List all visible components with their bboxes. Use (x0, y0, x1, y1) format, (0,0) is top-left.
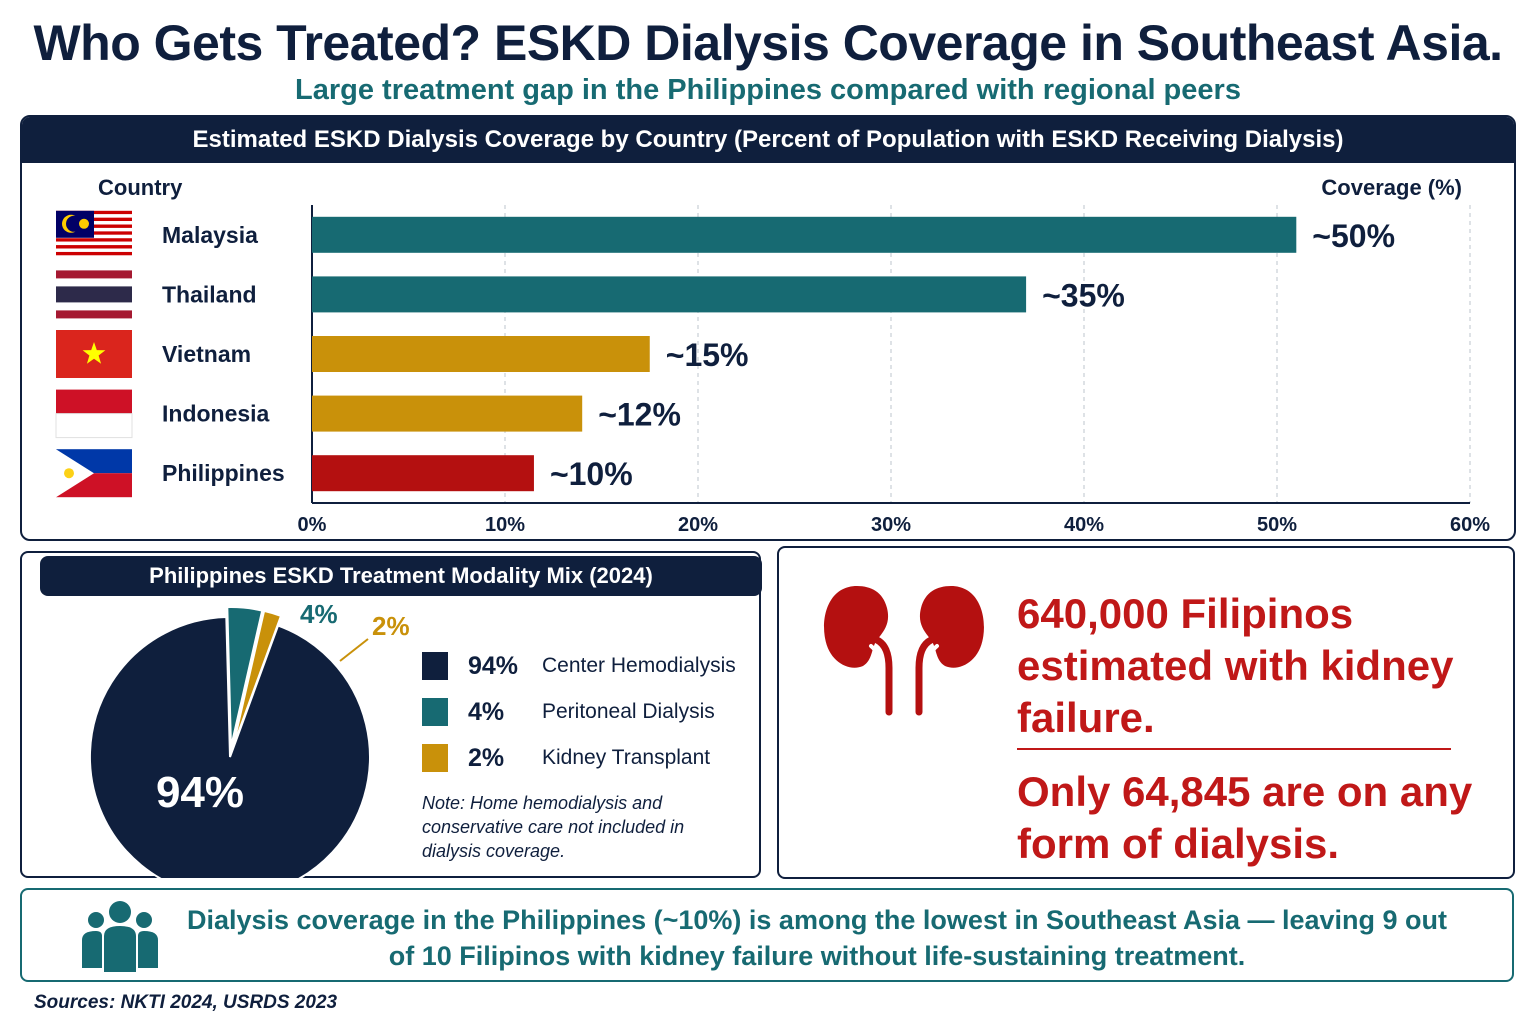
flag-stripe (56, 286, 132, 303)
pie-slice-label: 94% (156, 768, 244, 817)
legend-swatch (422, 744, 448, 772)
x-tick-label: 60% (1450, 514, 1490, 536)
bar (312, 455, 534, 492)
page-title: Who Gets Treated? ESKD Dialysis Coverage… (33, 15, 1503, 71)
flag-stripe (56, 245, 132, 249)
country-label: Philippines (162, 460, 285, 486)
bar (312, 395, 583, 432)
page-subtitle: Large treatment gap in the Philippines c… (295, 74, 1241, 106)
flag-sun (64, 468, 74, 479)
flag-stripe (56, 241, 132, 246)
flag-star (82, 342, 106, 364)
legend-swatch (422, 698, 448, 726)
pie-slice (226, 606, 264, 748)
x-tick-label: 20% (678, 514, 718, 536)
pie-legend: 94% Center Hemodialysis 4% Peritoneal Di… (422, 643, 736, 781)
country-label: Indonesia (162, 401, 270, 427)
bar-value-label: ~15% (666, 337, 749, 373)
legend-percent: 2% (468, 743, 505, 772)
legend-label: Peritoneal Dialysis (542, 700, 715, 723)
legend-label: Kidney Transplant (542, 746, 711, 769)
indonesia-flag-icon (55, 389, 133, 439)
malaysia-flag-icon (56, 210, 132, 259)
bar-value-label: ~12% (598, 397, 681, 433)
pie-slice (88, 615, 371, 878)
flag-star (79, 218, 89, 229)
stat-panel: 640,000 Filipinos estimated with kidney … (777, 546, 1515, 879)
flag-stripe (56, 248, 132, 252)
bar-value-label: ~10% (550, 456, 633, 492)
philippines-flag-icon (56, 449, 132, 498)
summary-callout: Dialysis coverage in the Philippines (~1… (20, 888, 1514, 982)
x-tick-label: 10% (485, 514, 525, 536)
flag-crescent-cut (66, 215, 82, 232)
flag-stripe (56, 270, 132, 279)
thailand-flag-icon (56, 270, 132, 319)
flag-stripe (56, 310, 132, 319)
bar-value-label: ~50% (1312, 218, 1395, 254)
legend-label: Center Hemodialysis (542, 654, 736, 677)
flag-stripe (56, 389, 132, 414)
bar-chart-heading: Estimated ESKD Dialysis Coverage by Coun… (22, 117, 1514, 163)
kidneys-icon (824, 586, 984, 716)
pie-slice (231, 609, 283, 748)
pie-note: Note: Home hemodialysis and conservative… (422, 793, 685, 861)
flag-stripe (56, 238, 132, 242)
bar-chart-panel: Estimated ESKD Dialysis Coverage by Coun… (20, 115, 1516, 541)
stat-on-dialysis: Only 64,845 are on any form of dialysis. (1017, 768, 1473, 867)
bar (312, 276, 1027, 313)
bar (312, 216, 1297, 253)
bar (312, 336, 650, 372)
stat-divider (1017, 748, 1451, 750)
legend-item: 4% Peritoneal Dialysis (422, 689, 736, 735)
x-tick-label: 50% (1257, 514, 1297, 536)
pie-chart-panel: Philippines ESKD Treatment Modality Mix … (20, 551, 762, 878)
coverage-bar-chart: 0% 10% 20% 30% 40% 50% 60% Malaysia ~50% Thailand… (55, 205, 1490, 536)
country-label: Thailand (162, 281, 257, 307)
x-tick-label: 30% (871, 514, 911, 536)
x-tick-label: 0% (298, 514, 327, 536)
sources: Sources: NKTI 2024, USRDS 2023 (34, 992, 338, 1013)
flag-stripe (55, 413, 133, 439)
legend-swatch (422, 652, 448, 680)
flag-stripe (56, 251, 132, 256)
modality-pie-chart: 94% 4% 2% (88, 599, 410, 878)
bar-value-label: ~35% (1042, 277, 1125, 313)
coverage-column-header: Coverage (%) (1321, 175, 1462, 200)
pie-chart-heading: Philippines ESKD Treatment Modality Mix … (40, 556, 762, 596)
stat-estimated-kidney-failure: 640,000 Filipinos estimated with kidney … (1017, 590, 1454, 741)
flag-stripe (56, 255, 132, 259)
pie-slice-label: 4% (300, 599, 338, 629)
country-label: Malaysia (162, 222, 258, 248)
people-icon (82, 901, 158, 972)
legend-item: 2% Kidney Transplant (422, 735, 736, 781)
legend-percent: 4% (468, 697, 505, 726)
x-tick-label: 40% (1064, 514, 1104, 536)
callout-text: Dialysis coverage in the Philippines (~1… (186, 905, 1448, 971)
legend-percent: 94% (468, 651, 519, 680)
country-column-header: Country (98, 175, 183, 200)
country-label: Vietnam (162, 341, 251, 367)
pie-slice-label: 2% (372, 611, 410, 641)
legend-item: 94% Center Hemodialysis (422, 643, 736, 689)
vietnam-flag-icon (56, 330, 132, 378)
flag-triangle (56, 449, 94, 498)
pie-leader-line (339, 638, 369, 662)
